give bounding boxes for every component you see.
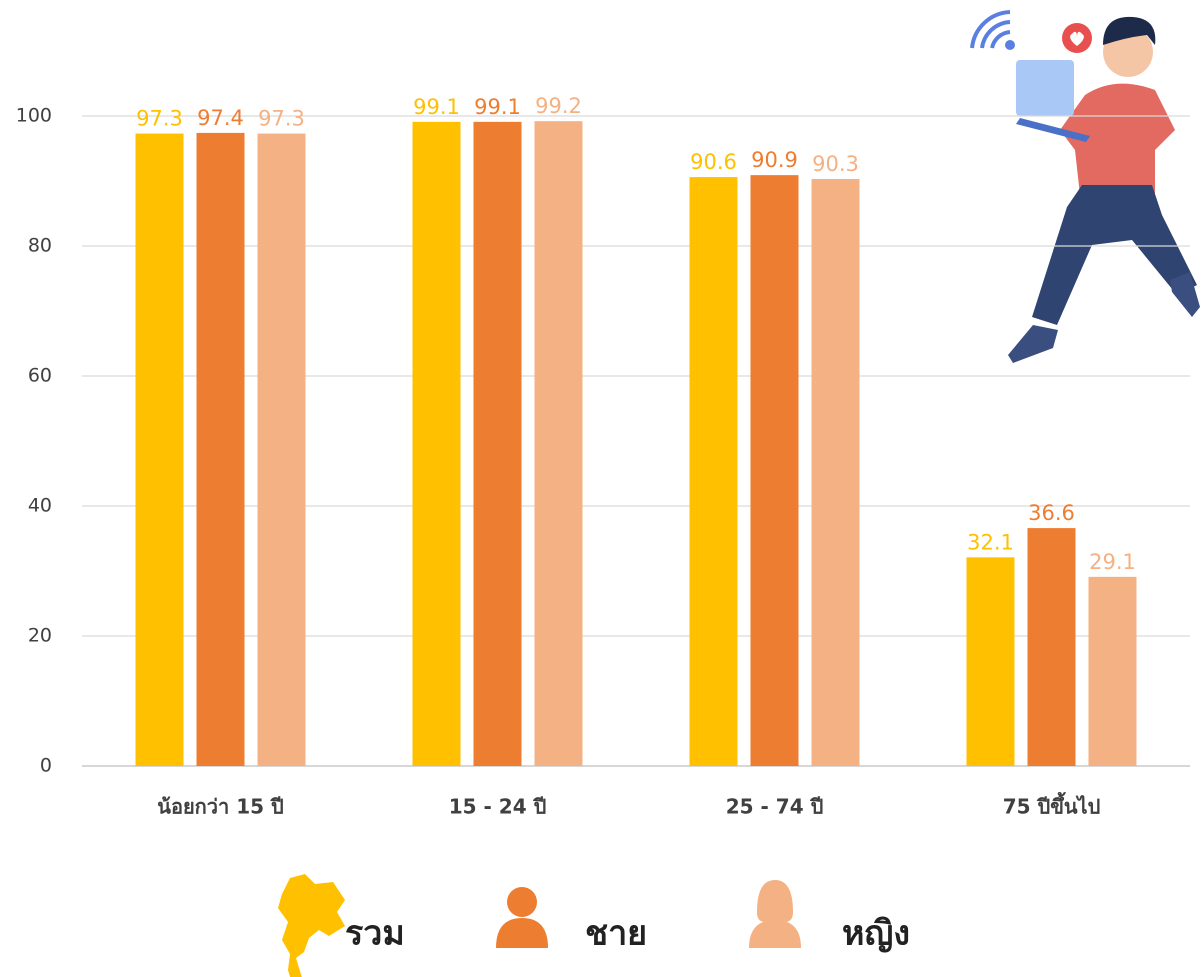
- legend-icon-part: [507, 887, 537, 917]
- value-label: 99.1: [474, 95, 521, 119]
- bar: [534, 121, 583, 766]
- bar: [1027, 528, 1076, 766]
- bar: [966, 557, 1015, 766]
- bar: [412, 121, 461, 767]
- value-label: 29.1: [1089, 550, 1136, 574]
- legend-icon-part: [496, 918, 548, 948]
- y-tick-label: 80: [28, 235, 52, 257]
- value-label: 36.6: [1028, 501, 1075, 525]
- value-label: 90.3: [812, 152, 859, 176]
- y-tick-label: 40: [28, 495, 52, 517]
- illustration: [970, 10, 1200, 363]
- legend-icon-part: [749, 920, 801, 948]
- legend-icon: [496, 887, 548, 948]
- y-tick-label: 20: [28, 625, 52, 647]
- y-tick-label: 60: [28, 365, 52, 387]
- y-tick-label: 0: [40, 755, 52, 777]
- bar: [811, 179, 860, 767]
- legend-label: รวม: [345, 914, 405, 954]
- legend: [278, 874, 801, 977]
- legend-icon: [749, 880, 801, 948]
- value-label: 90.6: [690, 150, 737, 174]
- bar: [135, 133, 184, 767]
- bar: [473, 121, 522, 767]
- bar: [257, 133, 306, 767]
- value-label: 99.1: [413, 95, 460, 119]
- value-label: 97.4: [197, 106, 244, 130]
- value-label: 32.1: [967, 530, 1014, 554]
- bar: [750, 175, 799, 766]
- y-tick-label: 100: [16, 105, 52, 127]
- legend-label: หญิง: [842, 914, 910, 954]
- bar: [689, 177, 738, 767]
- value-label: 97.3: [258, 107, 305, 131]
- value-label: 90.9: [751, 148, 798, 172]
- x-tick-label: 15 - 24 ปี: [449, 795, 547, 819]
- legend-icon: [278, 874, 345, 977]
- x-tick-label: น้อยกว่า 15 ปี: [157, 795, 283, 819]
- bar: [1088, 576, 1137, 766]
- x-tick-label: 75 ปีขึ้นไป: [1003, 792, 1101, 819]
- legend-icon-part: [757, 880, 793, 922]
- legend-label: ชาย: [585, 914, 647, 954]
- bar: [196, 132, 245, 766]
- value-label: 99.2: [535, 94, 582, 118]
- value-label: 97.3: [136, 107, 183, 131]
- x-tick-label: 25 - 74 ปี: [726, 795, 824, 819]
